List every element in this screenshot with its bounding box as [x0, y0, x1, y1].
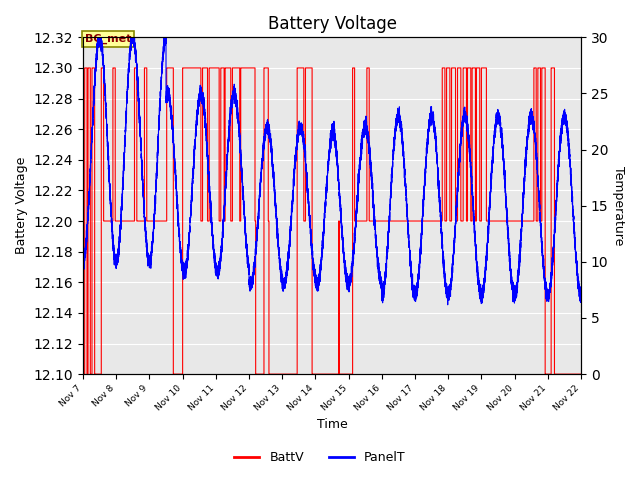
Title: Battery Voltage: Battery Voltage	[268, 15, 397, 33]
X-axis label: Time: Time	[317, 419, 348, 432]
Y-axis label: Temperature: Temperature	[612, 166, 625, 245]
Text: BC_met: BC_met	[84, 34, 131, 44]
Y-axis label: Battery Voltage: Battery Voltage	[15, 157, 28, 254]
Legend: BattV, PanelT: BattV, PanelT	[229, 446, 411, 469]
